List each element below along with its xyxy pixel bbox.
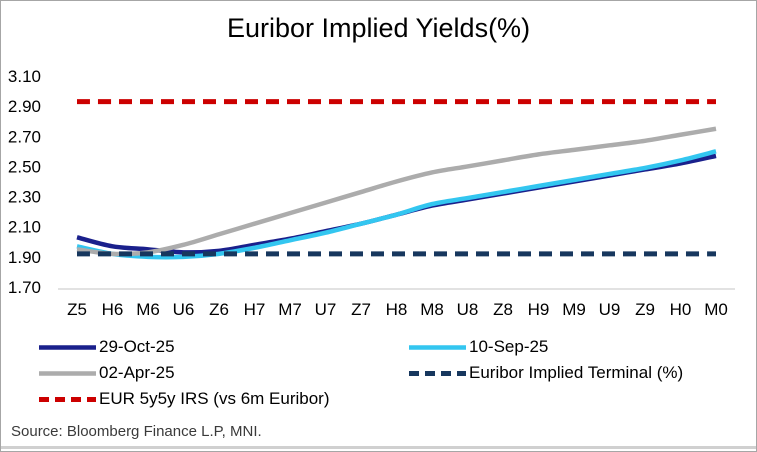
x-axis-tick-label: H9 <box>528 300 550 319</box>
legend-dash-swatch-darknavy <box>409 370 466 377</box>
x-axis-tick-label: U6 <box>173 300 195 319</box>
x-axis-tick-label: M7 <box>278 300 302 319</box>
x-axis-tick-label: H6 <box>102 300 124 319</box>
x-axis-tick-label: M8 <box>420 300 444 319</box>
legend-item-eur-5y5y-irs: EUR 5y5y IRS (vs 6m Euribor) <box>39 389 330 408</box>
bottom-edge-strip <box>1 446 756 449</box>
x-axis-tick-label: Z9 <box>635 300 655 319</box>
series-line-10-sep-25 <box>76 149 717 260</box>
yield-curve-chart: 3.10 2.90 2.70 2.50 2.30 2.10 1.90 1.70 Z5 H6 M6 U6… <box>8 67 735 319</box>
x-axis-tick-label: U9 <box>599 300 621 319</box>
legend-line-swatch-navy <box>39 344 96 351</box>
legend-item-02-apr-25: 02-Apr-25 <box>39 363 175 382</box>
y-axis-tick-label: 2.10 <box>8 218 41 237</box>
legend-line-swatch-gray <box>39 370 96 377</box>
x-axis-tick-label: H7 <box>244 300 266 319</box>
x-axis-tick-label: M9 <box>562 300 586 319</box>
series-line-02-apr-25 <box>76 126 717 257</box>
legend-label: 29-Oct-25 <box>99 337 175 356</box>
legend-line-swatch-cyan <box>409 344 466 351</box>
legend-item-29-oct-25: 29-Oct-25 <box>39 337 175 356</box>
source-attribution: Source: Bloomberg Finance L.P, MNI. <box>11 423 262 440</box>
x-axis-tick-label: Z7 <box>351 300 371 319</box>
legend-item-euribor-implied-terminal: Euribor Implied Terminal (%) <box>409 363 684 382</box>
x-axis-tick-label: Z8 <box>493 300 513 319</box>
legend-dash-swatch-red <box>39 396 96 403</box>
x-axis-tick-label: U8 <box>457 300 479 319</box>
y-axis-tick-label: 3.10 <box>8 67 41 86</box>
chart-title: Euribor Implied Yields(%) <box>226 13 531 43</box>
x-axis-tick-label: M6 <box>136 300 160 319</box>
x-axis-tick-label: H8 <box>386 300 408 319</box>
legend-label: 02-Apr-25 <box>99 363 175 382</box>
y-axis-tick-label: 2.50 <box>8 157 41 176</box>
y-axis-tick-label: 2.90 <box>8 97 41 116</box>
y-axis-tick-label: 1.90 <box>8 248 41 267</box>
legend-label: 10-Sep-25 <box>469 337 549 356</box>
x-axis-tick-label: M0 <box>704 300 728 319</box>
legend-item-10-sep-25: 10-Sep-25 <box>409 337 549 356</box>
y-axis-tick-label: 1.70 <box>8 278 41 297</box>
legend-label: Euribor Implied Terminal (%) <box>469 363 684 382</box>
legend-label: EUR 5y5y IRS (vs 6m Euribor) <box>99 389 330 408</box>
x-axis-tick-label: H0 <box>670 300 692 319</box>
x-axis-tick-label: Z6 <box>209 300 229 319</box>
y-axis-tick-label: 2.30 <box>8 188 41 207</box>
y-axis-tick-label: 2.70 <box>8 127 41 146</box>
x-axis-tick-label: Z5 <box>67 300 87 319</box>
x-axis-tick-label: U7 <box>315 300 337 319</box>
